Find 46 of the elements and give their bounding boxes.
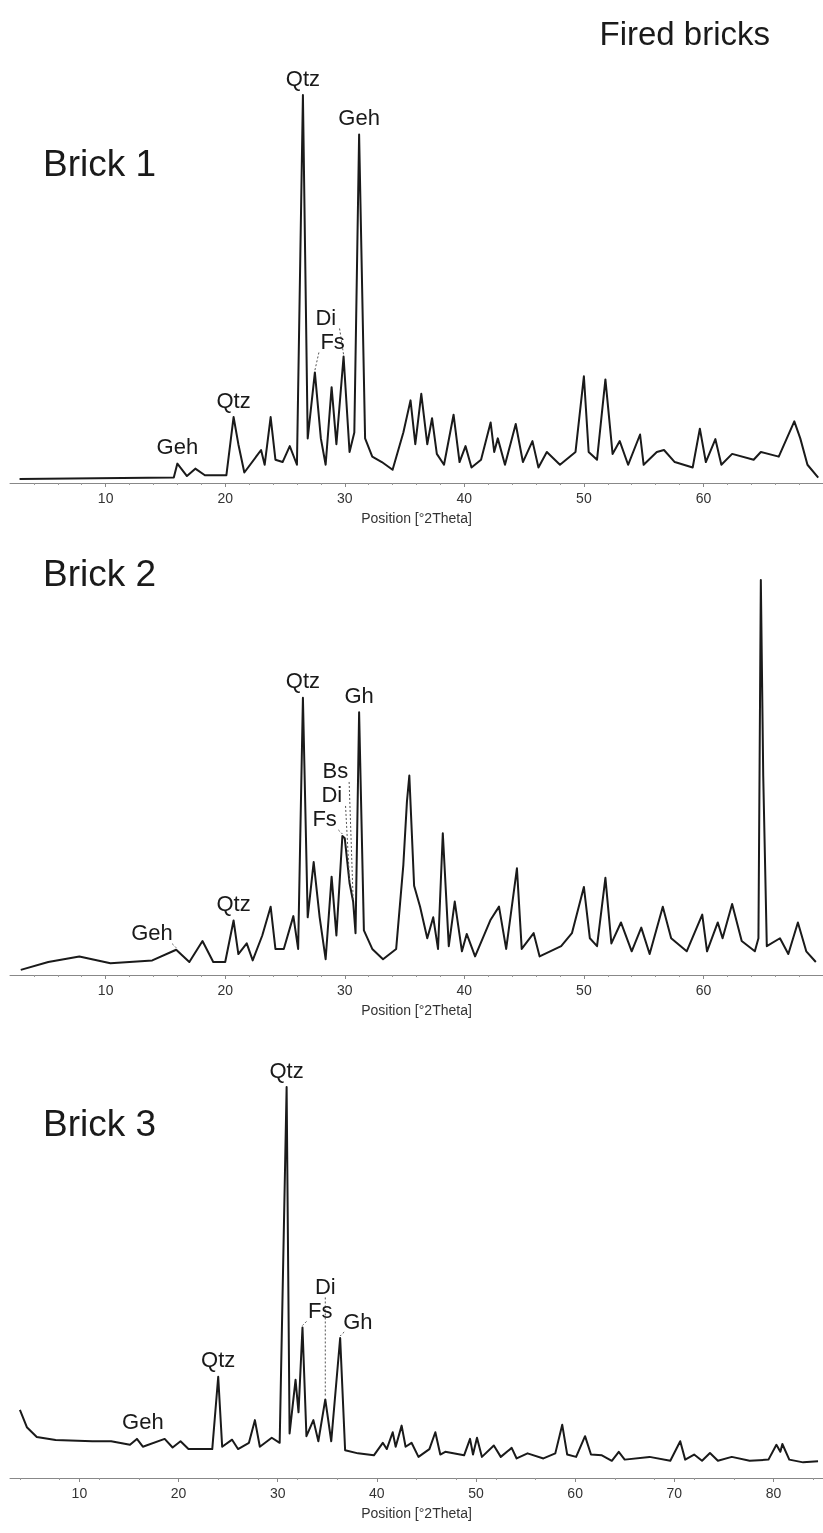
x-tick-label: 40: [456, 982, 473, 998]
x-tick-label: 30: [336, 490, 353, 506]
x-tick-label: 10: [71, 1485, 88, 1501]
x-tick-label: 60: [695, 982, 712, 998]
annotation: Geh: [122, 1409, 164, 1435]
annotation: Geh: [156, 434, 199, 460]
annotation: Fs: [320, 329, 345, 355]
annotation: Qtz: [269, 1057, 304, 1083]
x-tick-label: 50: [576, 982, 592, 998]
chart-subtitle: Fired bricks: [599, 15, 770, 52]
x-tick-label: 40: [456, 490, 473, 506]
annotation: Qtz: [216, 387, 251, 413]
annotation: Fs: [308, 1297, 333, 1323]
annotation: Qtz: [285, 65, 321, 91]
x-tick-label: 20: [217, 982, 234, 998]
chart-title: Brick 3: [43, 1103, 157, 1144]
annotation: Bs: [322, 758, 349, 784]
x-tick-label: 60: [567, 1485, 584, 1501]
x-tick-label: 30: [269, 1485, 286, 1501]
annotation: Qtz: [285, 668, 321, 694]
x-axis-title: Position [°2Theta]: [361, 1002, 472, 1018]
x-tick-label: 10: [97, 982, 114, 998]
x-tick-label: 30: [336, 982, 353, 998]
annotation: Gh: [344, 682, 374, 708]
annotation: Fs: [312, 806, 337, 832]
annotation: Di: [321, 782, 343, 808]
annotation: Geh: [338, 105, 380, 131]
x-tick-label: 20: [217, 490, 234, 506]
x-axis-title: Position [°2Theta]: [361, 1505, 472, 1521]
annotation: Qtz: [216, 890, 251, 916]
x-tick-label: 50: [576, 490, 592, 506]
x-axis-title: Position [°2Theta]: [361, 510, 472, 526]
x-tick-label: 70: [666, 1485, 683, 1501]
x-tick-label: 40: [369, 1485, 385, 1501]
x-tick-label: 10: [97, 490, 114, 506]
x-tick-label: 60: [695, 490, 712, 506]
annotation: Di: [315, 305, 337, 331]
chart-title: Brick 2: [43, 553, 157, 594]
text: Brick 1: [43, 143, 157, 184]
annotation: Geh: [131, 920, 173, 946]
x-tick-label: 80: [765, 1485, 782, 1501]
annotation: Di: [314, 1273, 336, 1299]
x-tick-label: 50: [468, 1485, 484, 1501]
annotation: Qtz: [201, 1347, 236, 1373]
annotation: Gh: [343, 1308, 373, 1334]
x-tick-label: 20: [170, 1485, 187, 1501]
